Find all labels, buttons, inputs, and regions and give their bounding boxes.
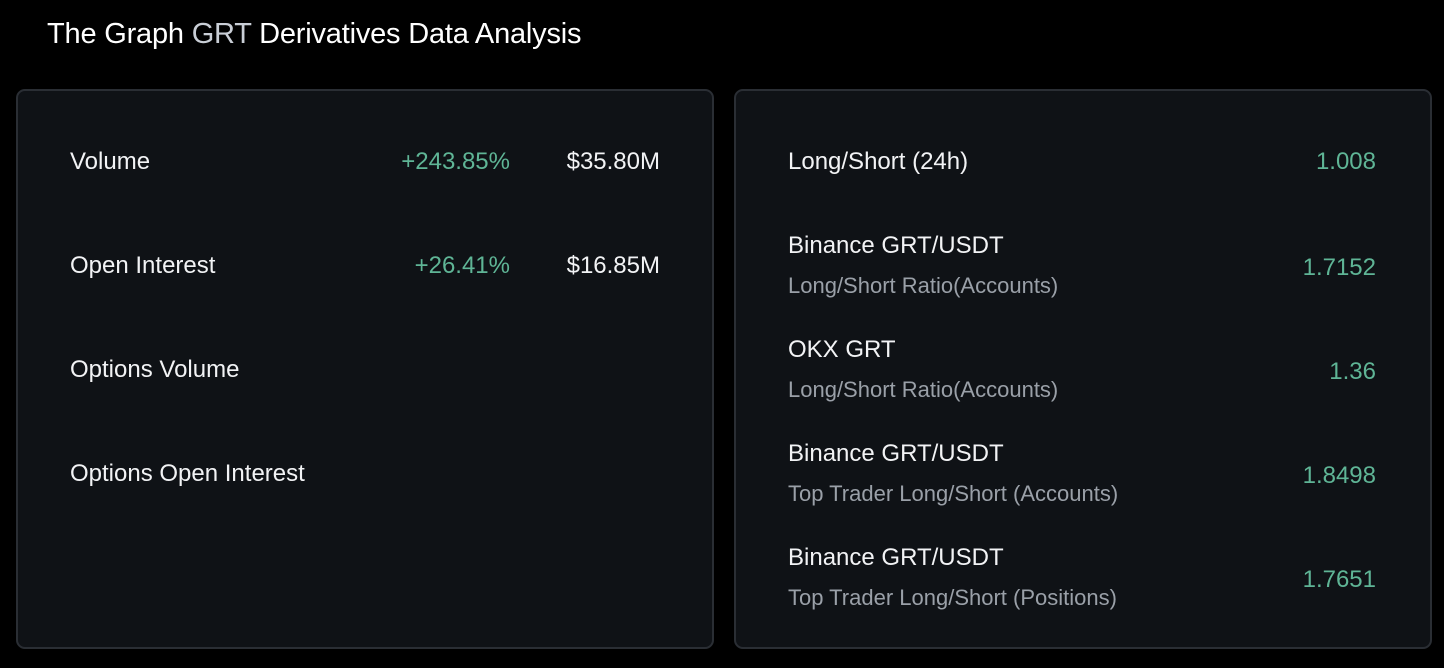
- overview-row-open-interest: Open Interest +26.41% $16.85M: [70, 252, 660, 282]
- row-subtitle: Top Trader Long/Short (Positions): [788, 585, 1117, 610]
- title-suffix: Derivatives Data Analysis: [251, 18, 582, 50]
- row-ratio: 1.008: [1315, 148, 1376, 175]
- row-subtitle: Long/Short Ratio(Accounts): [788, 377, 1059, 402]
- long-short-ratio-card: Long/Short (24h) 1.008 Binance GRT/USDT …: [734, 89, 1432, 649]
- row-value: $35.80M: [566, 148, 660, 175]
- row-label: Options Volume: [70, 356, 240, 383]
- row-ratio: 1.7152: [1302, 254, 1376, 281]
- row-name: Long/Short (24h): [788, 148, 969, 175]
- row-change: +243.85%: [401, 148, 510, 175]
- long-short-row-binance-accounts: Binance GRT/USDT Long/Short Ratio(Accoun…: [788, 232, 1376, 302]
- overview-row-options-volume: Options Volume: [70, 356, 660, 386]
- row-label: Options Open Interest: [70, 460, 305, 487]
- row-ratio: 1.36: [1329, 358, 1376, 385]
- row-label: Volume: [70, 148, 151, 175]
- long-short-row-24h: Long/Short (24h) 1.008: [788, 148, 1376, 218]
- row-name: Binance GRT/USDT: [788, 544, 1004, 571]
- derivatives-overview-card: Volume +243.85% $35.80M Open Interest +2…: [16, 89, 714, 649]
- row-name: OKX GRT: [788, 336, 896, 363]
- page-title: The Graph GRT Derivatives Data Analysis: [47, 18, 582, 51]
- long-short-row-binance-top-accounts: Binance GRT/USDT Top Trader Long/Short (…: [788, 440, 1376, 510]
- row-name: Binance GRT/USDT: [788, 440, 1004, 467]
- row-value: $16.85M: [566, 252, 660, 279]
- title-prefix: The Graph: [47, 18, 192, 50]
- overview-row-options-open-interest: Options Open Interest: [70, 460, 660, 490]
- row-ratio: 1.8498: [1302, 462, 1376, 489]
- row-subtitle: Top Trader Long/Short (Accounts): [788, 481, 1119, 506]
- title-symbol: GRT: [191, 18, 252, 50]
- long-short-row-binance-top-positions: Binance GRT/USDT Top Trader Long/Short (…: [788, 544, 1376, 614]
- row-subtitle: Long/Short Ratio(Accounts): [788, 273, 1059, 298]
- long-short-row-okx-accounts: OKX GRT Long/Short Ratio(Accounts) 1.36: [788, 336, 1376, 406]
- row-ratio: 1.7651: [1302, 566, 1376, 593]
- row-change: +26.41%: [414, 252, 510, 279]
- row-label: Open Interest: [70, 252, 216, 279]
- row-name: Binance GRT/USDT: [788, 232, 1004, 259]
- overview-row-volume: Volume +243.85% $35.80M: [70, 148, 660, 178]
